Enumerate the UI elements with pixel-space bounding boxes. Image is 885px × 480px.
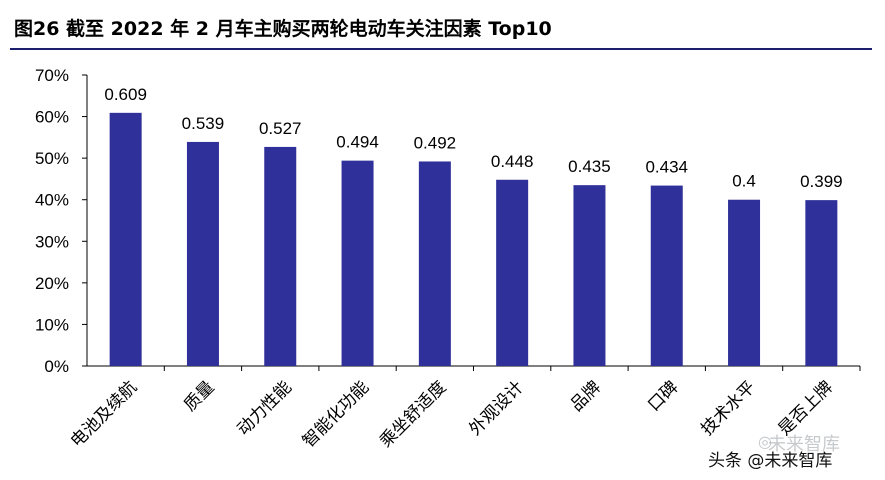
- x-tick-label: 技术水平: [697, 377, 759, 439]
- x-tick-label: 乘坐舒适度: [376, 377, 450, 451]
- watermark-text: 未来智库: [768, 434, 840, 455]
- x-tick-label: 质量: [180, 377, 218, 415]
- y-tick-label: 20%: [35, 274, 69, 293]
- y-tick-label: 30%: [35, 232, 69, 251]
- x-tick-label: 动力性能: [234, 377, 296, 439]
- bar: [573, 185, 606, 366]
- chart-header: 图26 截至 2022 年 2 月车主购买两轮电动车关注因素 Top10: [0, 0, 885, 52]
- data-label: 0.492: [414, 133, 457, 152]
- y-tick-label: 60%: [35, 108, 69, 127]
- data-label: 0.448: [491, 152, 534, 171]
- x-tick-label: 品牌: [567, 377, 605, 415]
- bar: [418, 161, 451, 366]
- x-tick-label: 智能化功能: [299, 377, 373, 451]
- bar: [728, 199, 761, 366]
- bar: [186, 141, 219, 366]
- chart-title: 图26 截至 2022 年 2 月车主购买两轮电动车关注因素 Top10: [14, 18, 552, 40]
- source-credit: 头条 @未来智库: [708, 451, 833, 471]
- x-tick-label: 口碑: [644, 377, 682, 415]
- data-label: 0.527: [259, 119, 302, 138]
- bar: [650, 185, 683, 366]
- data-label: 0.609: [104, 85, 147, 104]
- bar: [341, 160, 374, 366]
- data-label: 0.399: [800, 172, 843, 191]
- x-tick-label: 外观设计: [465, 377, 527, 439]
- data-label: 0.435: [568, 157, 611, 176]
- bar: [496, 179, 529, 366]
- bar: [805, 200, 838, 366]
- y-tick-label: 0%: [44, 357, 69, 376]
- title-divider: [10, 48, 872, 50]
- bar: [264, 146, 297, 366]
- wechat-icon: ◎: [758, 432, 772, 451]
- data-label: 0.4: [732, 172, 756, 191]
- y-tick-label: 40%: [35, 191, 69, 210]
- data-label: 0.539: [182, 114, 225, 133]
- x-tick-label: 电池及续航: [67, 377, 141, 451]
- watermark: ◎ 未来智库: [758, 430, 858, 470]
- bar: [109, 112, 142, 366]
- data-label: 0.494: [336, 133, 379, 152]
- data-label: 0.434: [645, 158, 688, 177]
- y-tick-label: 70%: [35, 66, 69, 85]
- y-tick-label: 50%: [35, 149, 69, 168]
- y-tick-label: 10%: [35, 315, 69, 334]
